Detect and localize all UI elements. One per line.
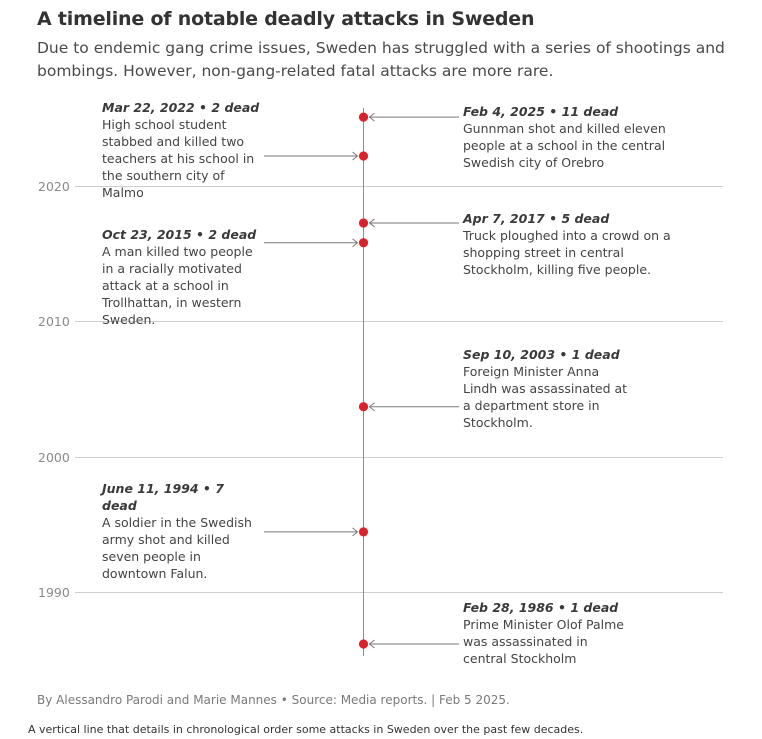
event-heading: Sep 10, 2003 • 1 dead	[463, 347, 620, 362]
event-mar-2022: Mar 22, 2022 • 2 dead High school studen…	[102, 99, 264, 201]
event-deaths: 1 dead	[570, 600, 619, 615]
event-deaths: 7 dead	[102, 481, 224, 513]
event-heading: Mar 22, 2022 • 2 dead	[102, 100, 260, 115]
arrowhead-feb-28-1986	[368, 639, 375, 649]
gridline-2010	[75, 321, 723, 322]
event-heading: June 11, 1994 • 7 dead	[102, 481, 224, 513]
chart-subtitle: Due to endemic gang crime issues, Sweden…	[37, 39, 725, 80]
event-marker-apr-7-2017	[358, 218, 369, 228]
event-date: Feb 4, 2025	[463, 104, 545, 119]
event-description: Prime Minister Olof Palme was assassinat…	[463, 617, 624, 666]
event-heading: Feb 4, 2025 • 11 dead	[463, 104, 619, 119]
event-deaths: 1 dead	[571, 347, 620, 362]
event-oct-2015: Oct 23, 2015 • 2 dead A man killed two p…	[102, 226, 266, 328]
event-description: A man killed two people in a racially mo…	[102, 244, 253, 327]
event-deaths: 11 dead	[561, 104, 619, 119]
event-date: Feb 28, 1986	[463, 600, 554, 615]
event-heading: Oct 23, 2015 • 2 dead	[102, 227, 257, 242]
event-deaths: 2 dead	[208, 227, 257, 242]
event-heading: Apr 7, 2017 • 5 dead	[463, 211, 610, 226]
event-date: Oct 23, 2015	[102, 227, 192, 242]
event-marker-oct-23-2015	[358, 238, 369, 248]
ytick-label-2020: 2020	[38, 179, 70, 194]
arrowhead-apr-7-2017	[368, 218, 375, 228]
event-apr-2017: Apr 7, 2017 • 5 dead Truck ploughed into…	[463, 210, 685, 278]
arrowhead-mar-22-2022	[352, 151, 359, 161]
event-feb-2025: Feb 4, 2025 • 11 dead Gunnman shot and k…	[463, 103, 703, 171]
event-marker-feb-4-2025	[358, 112, 369, 122]
event-description: A soldier in the Swedish army shot and k…	[102, 515, 252, 581]
chart-caption: A vertical line that details in chronolo…	[28, 723, 584, 736]
event-sep-2003: Sep 10, 2003 • 1 dead Foreign Minister A…	[463, 346, 633, 431]
event-deaths: 5 dead	[561, 211, 610, 226]
event-marker-june-11-1994	[358, 527, 369, 537]
event-feb-1986: Feb 28, 1986 • 1 dead Prime Minister Olo…	[463, 599, 633, 667]
ytick-label-2010: 2010	[38, 314, 70, 329]
gridline-2000	[75, 457, 723, 458]
gridline-1990	[75, 592, 723, 593]
byline-source: By Alessandro Parodi and Marie Mannes • …	[37, 693, 510, 707]
ytick-label-2000: 2000	[38, 450, 70, 465]
event-marker-feb-28-1986	[358, 639, 369, 649]
chart-title: A timeline of notable deadly attacks in …	[37, 8, 535, 30]
event-date: June 11, 1994	[102, 481, 199, 496]
event-deaths: 2 dead	[211, 100, 260, 115]
arrowhead-feb-4-2025	[368, 112, 375, 122]
event-date: Sep 10, 2003	[463, 347, 556, 362]
event-date: Apr 7, 2017	[463, 211, 545, 226]
event-description: Gunnman shot and killed eleven people at…	[463, 121, 666, 170]
event-description: Foreign Minister Anna Lindh was assassin…	[463, 364, 628, 430]
event-date: Mar 22, 2022	[102, 100, 195, 115]
arrowhead-oct-23-2015	[352, 238, 359, 248]
event-jun-1994: June 11, 1994 • 7 dead A soldier in the …	[102, 480, 262, 582]
event-heading: Feb 28, 1986 • 1 dead	[463, 600, 619, 615]
event-marker-mar-22-2022	[358, 151, 369, 161]
ytick-label-1990: 1990	[38, 585, 70, 600]
event-marker-sep-10-2003	[358, 402, 369, 412]
event-description: Truck ploughed into a crowd on a shoppin…	[463, 228, 671, 277]
arrowhead-sep-10-2003	[368, 402, 375, 412]
gridline-2020	[75, 186, 723, 187]
arrowhead-june-11-1994	[352, 527, 359, 537]
timeline-axis	[363, 108, 364, 656]
event-description: High school student stabbed and killed t…	[102, 117, 255, 200]
